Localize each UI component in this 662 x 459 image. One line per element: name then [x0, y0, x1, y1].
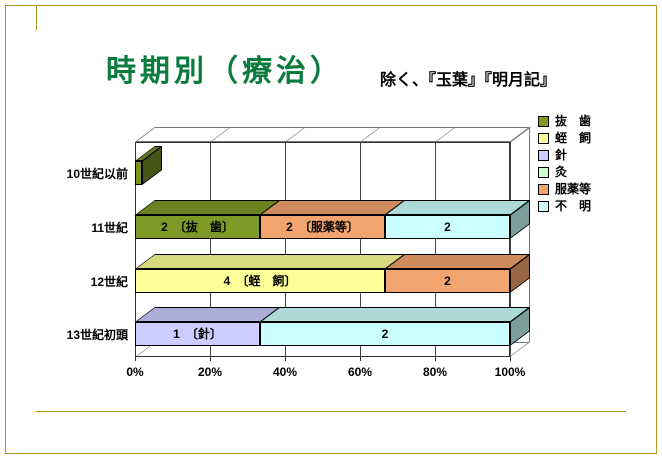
x-axis-label: 40% — [272, 365, 298, 379]
gridline-vertical — [435, 142, 436, 357]
axis-tick — [285, 357, 286, 361]
bar-segment-top — [259, 199, 405, 215]
x-axis-label: 60% — [347, 365, 373, 379]
chart-ceiling — [135, 127, 530, 142]
bar-segment — [135, 268, 385, 293]
x-axis-label: 20% — [197, 365, 223, 379]
axis-tick — [210, 357, 211, 361]
legend-item: 針 — [538, 149, 591, 162]
bar-segment-top — [135, 199, 280, 215]
plot-outline — [135, 142, 510, 357]
legend-swatch — [538, 201, 549, 212]
bar-segment — [259, 214, 385, 239]
bar-segment-top — [135, 253, 405, 269]
y-axis-label: 10世紀以前 — [66, 167, 128, 181]
y-axis-label: 13世紀初頭 — [66, 328, 128, 343]
legend-swatch — [538, 133, 549, 144]
legend-swatch — [538, 116, 549, 127]
axis-tick — [435, 357, 436, 361]
legend-item: 抜 歯 — [538, 115, 591, 128]
gridline-vertical — [510, 142, 511, 357]
legend-label: 抜 歯 — [555, 114, 592, 128]
top-left-accent-line — [36, 6, 37, 30]
legend-label: 服薬等 — [555, 182, 592, 196]
bar-segment-label: 2 — [444, 219, 451, 234]
y-axis-label: 11世紀 — [91, 220, 128, 235]
axis-tick — [510, 357, 511, 361]
legend-item: 灸 — [538, 166, 591, 179]
legend-swatch — [538, 150, 549, 161]
bar-segment-label: 4 〔蛭 飼〕 — [223, 273, 297, 288]
slide-subtitle: 除く、『玉葉』『明月記』 — [380, 72, 557, 89]
axis-tick — [135, 357, 136, 361]
legend-label: 灸 — [555, 165, 568, 179]
bar-segment — [259, 322, 510, 347]
x-axis-label: 0% — [126, 365, 144, 379]
bar-segment-top — [135, 307, 280, 323]
gridline-vertical — [285, 142, 286, 357]
legend-swatch — [538, 184, 549, 195]
bar-segment — [385, 214, 510, 239]
bar-segment-top — [385, 253, 530, 269]
legend-swatch — [538, 167, 549, 178]
bar-segment — [135, 214, 260, 239]
legend-item: 服薬等 — [538, 183, 591, 196]
slide-title: 時期別（療治） — [106, 55, 344, 88]
empty-bar-sliver-front — [135, 161, 142, 185]
bar-segment-label: 2 — [444, 273, 451, 288]
y-axis-label: 12世紀 — [90, 274, 128, 289]
legend-label: 蛭 飼 — [555, 131, 592, 145]
axis-tick — [360, 357, 361, 361]
legend-label: 針 — [555, 148, 568, 162]
chart-legend: 抜 歯蛭 飼針灸服薬等不 明 — [538, 115, 591, 213]
legend-label: 不 明 — [555, 199, 592, 213]
bar-segment-label: 2 — [381, 327, 389, 342]
bar-segment-top — [259, 307, 530, 323]
bar-segment-label: 1 〔針〕 — [173, 327, 222, 342]
gridline-vertical — [360, 142, 361, 357]
x-axis-label: 100% — [494, 365, 526, 379]
bar-segment — [385, 268, 510, 293]
legend-item: 不 明 — [538, 200, 591, 213]
legend-item: 蛭 飼 — [538, 132, 591, 145]
slide-border — [5, 5, 657, 454]
bar-segment-top — [385, 199, 530, 215]
gridline-vertical — [210, 142, 211, 357]
x-axis-label: 80% — [422, 365, 448, 379]
bar-segment — [135, 322, 260, 347]
bottom-accent-line — [36, 411, 626, 412]
bar-segment-label: 2 〔服薬等〕 — [286, 219, 359, 234]
bar-segment-label: 2 〔抜 歯〕 — [161, 219, 234, 234]
